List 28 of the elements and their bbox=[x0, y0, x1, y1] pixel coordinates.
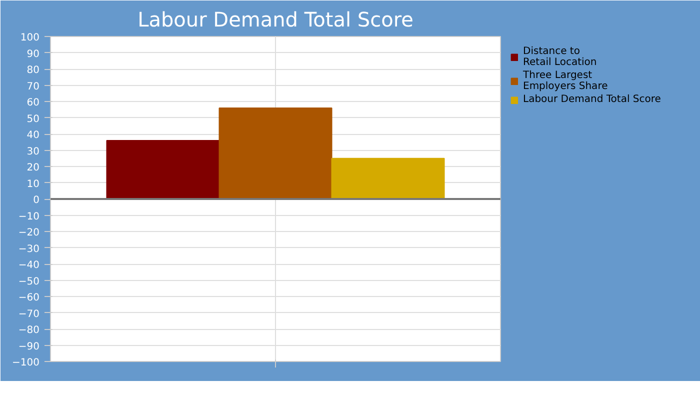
y-tick-label: 10 bbox=[26, 178, 40, 190]
y-tick-label: 40 bbox=[26, 130, 40, 141]
y-tick-label: −40 bbox=[18, 260, 40, 271]
y-tick-label: −50 bbox=[18, 276, 40, 288]
y-tick-label: 20 bbox=[26, 162, 40, 174]
y-tick-label: −70 bbox=[18, 308, 40, 320]
y-tick-label: −80 bbox=[18, 325, 40, 336]
bar bbox=[218, 108, 332, 200]
y-tick-label: 0 bbox=[33, 195, 40, 206]
y-tick-label: 90 bbox=[26, 48, 40, 60]
y-tick-label: 70 bbox=[26, 81, 40, 92]
y-tick-label: −20 bbox=[18, 228, 40, 238]
y-tick-label: 30 bbox=[26, 146, 40, 158]
bar bbox=[331, 158, 445, 200]
bar bbox=[106, 140, 220, 200]
y-tick-label: −10 bbox=[18, 211, 40, 222]
y-tick-label: 60 bbox=[26, 98, 40, 108]
y-tick-label: 100 bbox=[20, 32, 40, 44]
y-tick-label: −60 bbox=[18, 292, 40, 304]
legend-label: Distance to Retail Location bbox=[523, 46, 597, 68]
y-tick-label: −30 bbox=[18, 244, 40, 255]
y-tick-label: −90 bbox=[18, 341, 40, 352]
y-tick-label: 50 bbox=[26, 114, 40, 125]
legend-label: Labour Demand Total Score bbox=[523, 94, 661, 105]
chart-title: Labour Demand Total Score bbox=[138, 8, 414, 32]
y-tick-label: −100 bbox=[12, 358, 40, 368]
legend-label: Three Largest Employers Share bbox=[523, 70, 608, 92]
y-tick-label: 80 bbox=[26, 65, 40, 76]
